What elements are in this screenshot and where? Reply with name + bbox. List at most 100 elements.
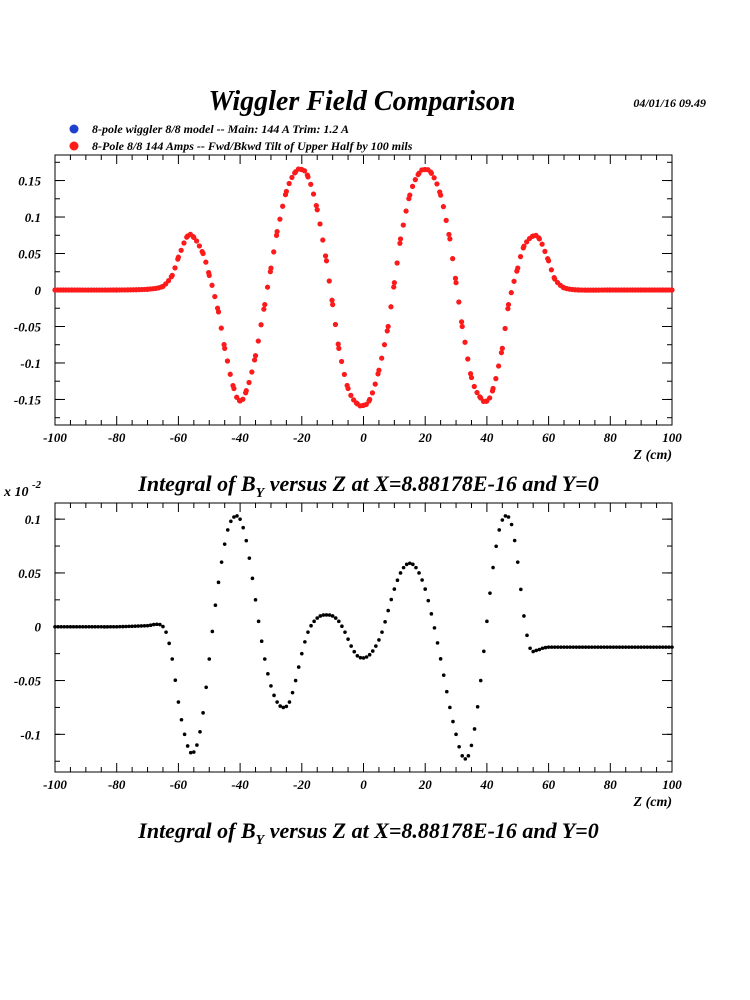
- series-0: [53, 514, 674, 761]
- data-point: [633, 645, 637, 649]
- y-tick-label: -0.1: [20, 356, 41, 371]
- data-point: [287, 700, 292, 704]
- data-point: [349, 644, 353, 648]
- data-point: [56, 624, 60, 629]
- data-point: [392, 587, 397, 591]
- data-point: [108, 625, 113, 629]
- data-point: [630, 645, 634, 649]
- data-point: [222, 542, 227, 546]
- data-point: [670, 645, 674, 649]
- data-point: [540, 646, 545, 651]
- data-point: [397, 236, 404, 242]
- data-point: [379, 355, 385, 361]
- data-point: [423, 587, 428, 591]
- data-point: [503, 514, 508, 518]
- data-point: [215, 309, 222, 315]
- data-point: [281, 705, 286, 710]
- data-point: [502, 325, 508, 332]
- data-point: [488, 591, 492, 595]
- data-point: [102, 625, 107, 629]
- data-point: [136, 624, 141, 628]
- data-point: [497, 528, 502, 532]
- data-point: [400, 222, 406, 228]
- data-point: [426, 598, 431, 603]
- data-point: [539, 241, 545, 247]
- data-point: [272, 693, 276, 698]
- data-point: [407, 192, 413, 198]
- data-point: [74, 624, 79, 629]
- x-tick-label: 40: [479, 777, 494, 792]
- data-point: [262, 657, 267, 661]
- data-point: [258, 322, 264, 328]
- data-point: [322, 253, 329, 259]
- x-tick-label: 0: [360, 777, 367, 792]
- data-point: [195, 743, 199, 747]
- data-point: [475, 704, 480, 709]
- data-point: [252, 353, 259, 359]
- data-point: [327, 613, 332, 617]
- data-point: [173, 678, 178, 683]
- data-point: [312, 619, 316, 624]
- plot-caption: Integral of BY versus Z at X=8.88178E-16…: [137, 818, 598, 848]
- data-point: [247, 556, 252, 560]
- legend-label-red: 8-Pole 8/8 144 Amps -- Fwd/Bkwd Tilt of …: [92, 139, 413, 153]
- data-point: [440, 204, 447, 210]
- data-point: [614, 645, 619, 649]
- data-point: [453, 280, 459, 286]
- x-tick-label: -80: [108, 430, 126, 445]
- data-point: [250, 576, 255, 581]
- data-point: [234, 394, 240, 400]
- data-point: [546, 258, 552, 264]
- data-point: [266, 672, 270, 676]
- y-scale-label: x 10 -2: [3, 479, 42, 500]
- data-point: [231, 385, 237, 392]
- data-point: [59, 624, 63, 629]
- data-point: [277, 216, 283, 222]
- legend: 8-pole wiggler 8/8 model -- Main: 144 A …: [69, 122, 413, 153]
- data-point: [318, 614, 323, 618]
- x-axis: -100 -80 -60 -40 -20 0 20 40 60 80 100 Z (cm): [43, 503, 682, 810]
- data-point: [179, 717, 184, 722]
- data-point: [324, 613, 329, 617]
- data-point: [313, 202, 319, 209]
- x-tick-label: 100: [662, 430, 682, 445]
- data-point: [145, 623, 150, 628]
- data-point: [158, 622, 162, 627]
- data-point: [525, 633, 529, 638]
- data-point: [466, 754, 471, 758]
- data-point: [284, 704, 289, 709]
- data-point: [336, 345, 342, 351]
- data-point: [84, 624, 88, 629]
- data-point: [181, 240, 187, 246]
- data-point: [96, 624, 100, 629]
- data-point: [571, 645, 576, 649]
- data-point: [401, 565, 406, 570]
- data-point: [364, 655, 369, 659]
- data-point: [546, 645, 551, 649]
- data-point: [175, 254, 181, 260]
- data-point: [543, 645, 548, 650]
- x-tick-label: -20: [293, 777, 311, 792]
- data-point: [355, 653, 360, 658]
- data-point: [562, 645, 566, 649]
- data-point: [620, 645, 625, 649]
- data-point: [434, 181, 440, 187]
- data-point: [127, 624, 131, 629]
- data-point: [522, 614, 526, 618]
- legend-label-blue: 8-pole wiggler 8/8 model -- Main: 144 A …: [92, 122, 349, 136]
- data-point: [198, 730, 202, 734]
- data-point: [515, 265, 521, 271]
- data-point: [225, 528, 230, 532]
- data-point: [490, 385, 496, 392]
- data-point: [429, 612, 434, 616]
- y-tick-label: -0.1: [20, 727, 41, 742]
- data-point: [605, 645, 610, 649]
- data-point: [384, 328, 390, 334]
- y-tick-label: -0.15: [14, 392, 42, 407]
- data-point: [207, 657, 212, 661]
- data-point: [482, 649, 486, 654]
- data-point: [664, 645, 668, 649]
- x-tick-label: 60: [542, 777, 556, 792]
- data-point: [505, 306, 511, 312]
